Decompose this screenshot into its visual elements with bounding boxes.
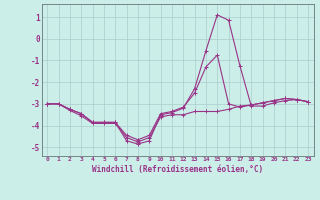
X-axis label: Windchill (Refroidissement éolien,°C): Windchill (Refroidissement éolien,°C) bbox=[92, 165, 263, 174]
